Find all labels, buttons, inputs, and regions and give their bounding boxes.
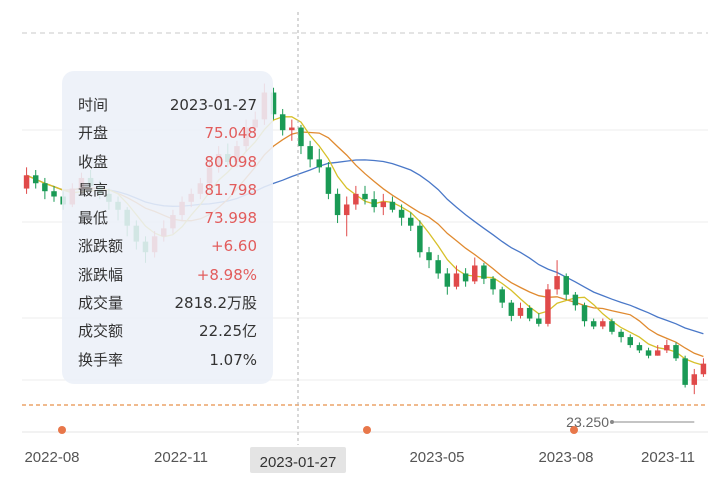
tooltip-label: 换手率	[78, 350, 124, 369]
candle-body	[682, 358, 688, 385]
candle-body	[307, 146, 313, 160]
candle-body	[572, 294, 579, 306]
min-marker-label: 23.250	[566, 414, 609, 430]
tooltip-row: 涨跌额 +6.60	[78, 232, 257, 260]
candle-body	[453, 273, 460, 287]
candle-body	[298, 127, 304, 147]
tooltip-value: 80.098	[204, 152, 258, 171]
candle-body	[526, 307, 533, 319]
tooltip-label: 收盘	[78, 152, 109, 171]
x-tick-label: 2022-11	[154, 449, 208, 466]
candle-body	[343, 204, 350, 216]
tooltip-row: 最低 73.998	[78, 204, 257, 232]
candle-body	[490, 278, 496, 290]
candle-body	[316, 159, 323, 168]
min-marker-dot	[610, 420, 614, 424]
candle-body	[325, 167, 332, 194]
tooltip-value: 2023-01-27	[169, 96, 257, 114]
candle-body	[673, 345, 679, 359]
candle-body	[444, 273, 451, 287]
tooltip-row: 最高 81.798	[78, 176, 257, 204]
candle-body	[42, 183, 48, 192]
tooltip-value: 2818.2万股	[174, 294, 258, 313]
tooltip-label: 最低	[78, 209, 109, 228]
candle-body	[545, 289, 551, 324]
tooltip-label: 最高	[78, 180, 109, 199]
x-tick-label: 2022-08	[24, 449, 79, 466]
tooltip-row: 成交量 2818.2万股	[78, 289, 257, 317]
candle-body	[371, 199, 377, 208]
candle-body	[362, 193, 368, 200]
candle-body	[51, 191, 57, 197]
tooltip-label: 成交量	[78, 294, 124, 313]
tooltip-value: 73.998	[204, 209, 258, 228]
tooltip-row: 成交额 22.25亿	[78, 317, 257, 345]
candle-body	[664, 345, 670, 351]
candle-body	[508, 302, 515, 316]
tooltip-value: +6.60	[211, 237, 257, 256]
candle-body	[554, 276, 560, 290]
tooltip-value: 75.048	[204, 124, 258, 143]
tooltip-label: 时间	[78, 96, 109, 114]
candle-body	[499, 289, 505, 303]
candle-body	[380, 201, 387, 208]
candle-body	[654, 350, 661, 356]
candle-body	[270, 92, 277, 115]
candle-body	[636, 345, 643, 351]
event-marker-dot	[363, 426, 371, 434]
tooltip-label: 开盘	[78, 124, 109, 143]
candle-body	[618, 331, 624, 338]
crosshair-label: 2023-01-27	[260, 454, 337, 471]
candle-body	[581, 305, 588, 322]
candle-body	[590, 321, 597, 327]
candle-body	[289, 127, 295, 131]
tooltip-label: 涨跌幅	[78, 265, 124, 284]
x-tick-label: 2023-08	[538, 449, 593, 466]
tooltip-label: 涨跌额	[78, 237, 124, 256]
price-tooltip: 时间 2023-01-27 开盘 75.048 收盘 80.098 最高 81.798 最低 73…	[62, 71, 273, 384]
event-marker-dot	[58, 426, 66, 434]
tooltip-row: 涨跌幅 +8.98%	[78, 261, 257, 289]
candle-body	[389, 201, 396, 210]
candle-body	[462, 273, 469, 282]
crosshair-label-box	[250, 447, 346, 473]
x-tick-label: 2023-05	[409, 449, 464, 466]
candle-body	[23, 175, 30, 189]
tooltip-row: 换手率 1.07%	[78, 346, 257, 374]
candle-body	[435, 260, 441, 274]
tooltip-row: 开盘 75.048	[78, 119, 257, 147]
event-marker-dot	[570, 426, 578, 434]
candle-body	[279, 114, 286, 131]
candle-body	[32, 175, 39, 184]
candle-body	[536, 318, 542, 324]
tooltip-value: 81.798	[204, 180, 258, 199]
candle-body	[472, 265, 478, 282]
tooltip-row: 时间 2023-01-27	[78, 91, 257, 119]
tooltip-value: +8.98%	[196, 265, 257, 284]
tooltip-value: 22.25亿	[199, 322, 257, 341]
candle-body	[645, 350, 652, 356]
candle-body	[563, 276, 569, 295]
candle-body	[334, 193, 341, 216]
tooltip-label: 成交额	[78, 322, 124, 341]
candle-body	[398, 209, 405, 218]
candle-body	[609, 321, 615, 332]
candle-body	[353, 193, 359, 205]
candle-body	[426, 252, 432, 261]
tooltip-value: 1.07%	[209, 350, 257, 369]
x-tick-label: 2023-11	[641, 449, 695, 466]
candle-body	[407, 217, 414, 226]
candle-body	[417, 225, 423, 253]
candle-body	[517, 307, 524, 316]
candle-body	[481, 265, 487, 279]
candle-body	[691, 374, 698, 385]
candle-body	[700, 363, 707, 375]
tooltip-row: 收盘 80.098	[78, 148, 257, 176]
candle-body	[600, 321, 606, 327]
candle-body	[627, 337, 633, 346]
